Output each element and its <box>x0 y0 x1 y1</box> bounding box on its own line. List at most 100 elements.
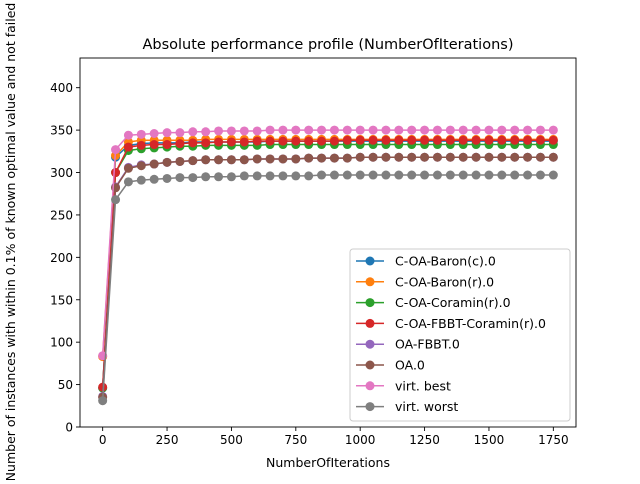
data-point <box>291 136 301 146</box>
data-point <box>162 157 172 167</box>
data-point <box>329 170 339 180</box>
data-point <box>445 152 455 162</box>
data-point <box>278 154 288 164</box>
data-point <box>497 125 507 135</box>
legend-label: C-OA-Baron(c).0 <box>395 254 496 269</box>
data-point <box>432 152 442 162</box>
data-point <box>484 135 494 145</box>
data-point <box>484 125 494 135</box>
data-point <box>407 125 417 135</box>
legend-label: OA-FBBT.0 <box>395 337 460 352</box>
y-tick-label: 300 <box>50 166 73 180</box>
data-point <box>278 125 288 135</box>
data-point <box>355 170 365 180</box>
data-point <box>188 173 198 183</box>
legend-label: virt. best <box>395 378 451 393</box>
data-point <box>471 135 481 145</box>
data-point <box>329 136 339 146</box>
data-point <box>317 170 327 180</box>
data-point <box>162 128 172 138</box>
axes: 0 250 500 750 1000 1250 1500 1750 0 50 100 150 200 25… <box>50 57 577 447</box>
data-point <box>329 125 339 135</box>
data-point <box>136 129 146 139</box>
data-point <box>123 163 133 173</box>
data-point <box>252 126 262 136</box>
data-point <box>394 125 404 135</box>
data-point <box>381 125 391 135</box>
data-point <box>548 170 558 180</box>
data-point <box>510 135 520 145</box>
data-point <box>214 172 224 182</box>
data-point <box>123 130 133 140</box>
data-point <box>317 136 327 146</box>
data-point <box>497 135 507 145</box>
data-point <box>342 125 352 135</box>
data-point <box>149 174 159 184</box>
legend-entry-2: C-OA-Coramin(r).0 <box>356 295 511 310</box>
data-point <box>239 171 249 181</box>
data-point <box>523 152 533 162</box>
y-tick-label: 150 <box>50 293 73 307</box>
series-6 <box>98 125 558 361</box>
data-point <box>381 170 391 180</box>
data-point <box>407 135 417 145</box>
data-point <box>175 128 185 138</box>
data-point <box>535 125 545 135</box>
data-point <box>368 125 378 135</box>
legend-label: C-OA-Coramin(r).0 <box>395 295 511 310</box>
data-point <box>394 135 404 145</box>
x-tick-label: 1000 <box>345 433 376 447</box>
legend: C-OA-Baron(c).0 C-OA-Baron(r).0 C-OA-Coram… <box>349 248 571 422</box>
data-point <box>471 170 481 180</box>
x-tick-label: 0 <box>99 433 107 447</box>
data-point <box>471 125 481 135</box>
data-point <box>445 125 455 135</box>
data-point <box>304 153 314 163</box>
data-point <box>445 170 455 180</box>
data-point <box>420 135 430 145</box>
legend-marker <box>365 256 375 266</box>
x-tick-label: 750 <box>284 433 307 447</box>
y-axis-label: Number of instances with within 0.1% of … <box>3 3 18 480</box>
y-tick-label: 0 <box>65 421 73 435</box>
data-point <box>239 155 249 165</box>
data-point <box>201 138 211 148</box>
data-point <box>265 125 275 135</box>
data-point <box>175 173 185 183</box>
x-tick-label: 1500 <box>474 433 505 447</box>
data-point <box>291 125 301 135</box>
data-point <box>548 135 558 145</box>
legend-label: OA.0 <box>395 358 425 373</box>
data-point <box>420 125 430 135</box>
data-point <box>368 135 378 145</box>
data-point <box>162 140 172 150</box>
data-point <box>265 136 275 146</box>
data-point <box>201 127 211 137</box>
data-point <box>136 140 146 150</box>
data-point <box>123 177 133 187</box>
y-tick-label: 100 <box>50 336 73 350</box>
data-point <box>523 135 533 145</box>
data-point <box>407 170 417 180</box>
data-point <box>381 135 391 145</box>
data-point <box>265 154 275 164</box>
data-point <box>458 125 468 135</box>
legend-marker <box>365 298 375 308</box>
data-point <box>355 125 365 135</box>
legend-marker <box>365 277 375 287</box>
legend-entry-5: OA.0 <box>356 358 425 373</box>
data-point <box>329 153 339 163</box>
data-point <box>535 152 545 162</box>
data-point <box>304 171 314 181</box>
x-tick-label: 500 <box>220 433 243 447</box>
plot-area <box>98 125 558 406</box>
data-point <box>420 152 430 162</box>
data-point <box>342 135 352 145</box>
legend-marker <box>365 339 375 349</box>
data-point <box>175 139 185 149</box>
data-point <box>432 135 442 145</box>
legend-marker <box>365 318 375 328</box>
data-point <box>149 129 159 138</box>
data-point <box>226 137 236 147</box>
